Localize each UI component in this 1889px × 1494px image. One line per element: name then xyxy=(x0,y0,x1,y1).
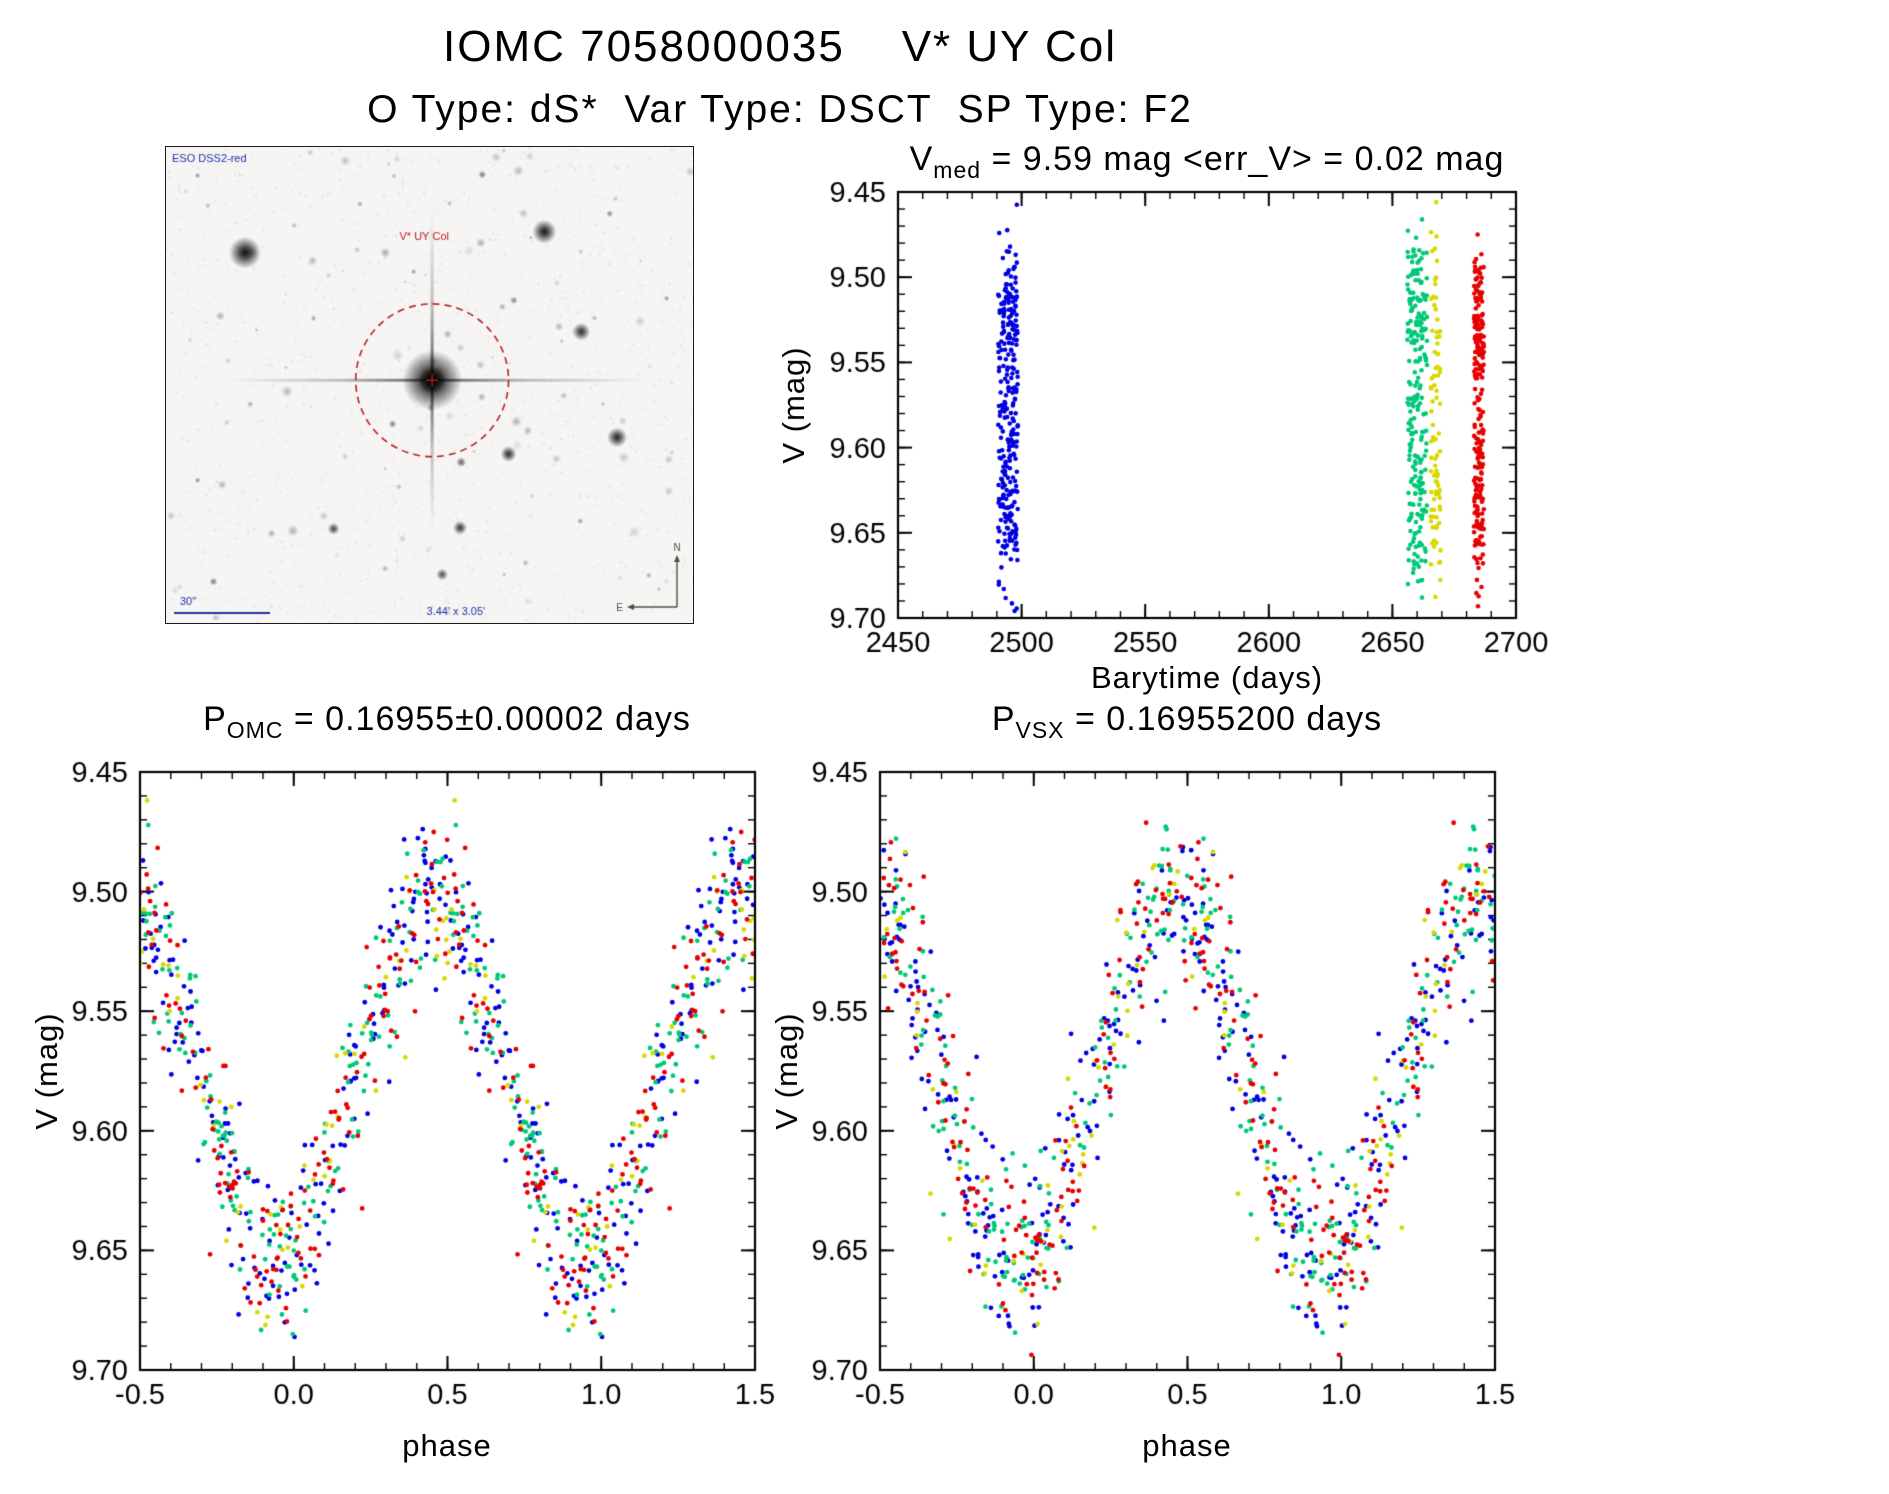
pomc-value-text: = 0.16955±0.00002 days xyxy=(283,700,691,738)
phase-omc-scatter-canvas xyxy=(25,700,795,1494)
phase-folded-omc-chart: POMC = 0.16955±0.00002 days V (mag) phas… xyxy=(25,700,795,1494)
phase-vsx-x-axis-label: phase xyxy=(1142,1428,1232,1463)
barytime-scatter-canvas xyxy=(780,138,1555,698)
vmed-subscript: med xyxy=(933,156,982,183)
page-title: IOMC 7058000035 V* UY Col xyxy=(443,22,1117,71)
period-vsx-chart-title: PVSX = 0.16955200 days xyxy=(992,700,1382,744)
finder-chart-image xyxy=(166,147,693,623)
pvsx-prefix: P xyxy=(991,700,1016,738)
period-omc-chart-title: POMC = 0.16955±0.00002 days xyxy=(203,700,691,744)
phase-omc-y-axis-label: V (mag) xyxy=(29,1012,64,1130)
finder-chart xyxy=(165,146,694,624)
vmed-prefix: V xyxy=(909,140,934,178)
pomc-subscript: OMC xyxy=(226,716,284,743)
phase-omc-x-axis-label: phase xyxy=(402,1428,492,1463)
pvsx-subscript: VSX xyxy=(1015,716,1065,743)
barytime-y-axis-label: V (mag) xyxy=(776,346,811,464)
phase-vsx-scatter-canvas xyxy=(765,700,1535,1494)
barytime-lightcurve-chart: Vmed = 9.59 mag <err_V> = 0.02 mag V (ma… xyxy=(776,138,1555,698)
pvsx-value-text: = 0.16955200 days xyxy=(1064,700,1383,738)
barytime-x-axis-label: Barytime (days) xyxy=(1090,660,1324,695)
barytime-chart-title: Vmed = 9.59 mag <err_V> = 0.02 mag xyxy=(910,140,1505,184)
phase-vsx-y-axis-label: V (mag) xyxy=(769,1012,804,1130)
vmed-value-text: = 9.59 mag <err_V> = 0.02 mag xyxy=(981,140,1505,178)
pomc-prefix: P xyxy=(203,700,227,738)
page-subtitle: O Type: dS* Var Type: DSCT SP Type: F2 xyxy=(367,88,1193,131)
phase-folded-vsx-chart: PVSX = 0.16955200 days V (mag) phase xyxy=(765,700,1535,1494)
